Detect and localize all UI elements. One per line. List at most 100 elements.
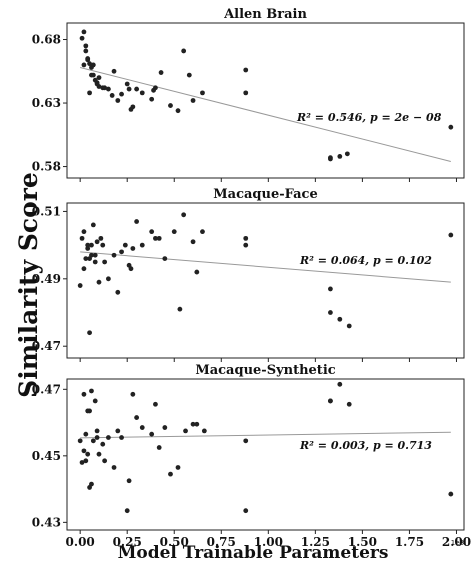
data-point <box>94 435 100 440</box>
x-axis-label: Model Trainable Parameters <box>118 543 389 563</box>
data-point <box>243 508 249 514</box>
x-axis-offset-label: 1e8 <box>451 539 464 547</box>
data-point <box>85 246 91 251</box>
data-point <box>162 425 168 430</box>
stats-annotation: R² = 0.003, p = 0.713 <box>299 439 432 452</box>
panel-2: Macaque-Face 0.47 0.49 0.51 R² = 0.064, p = … <box>32 187 465 362</box>
data-point <box>102 458 108 464</box>
data-point <box>175 108 181 114</box>
data-point <box>126 86 132 92</box>
data-point <box>200 229 205 235</box>
panels: Allen Brain 0.58 0.63 0.68 R² = 0.546, p = 2… <box>32 7 471 549</box>
data-point <box>115 289 121 295</box>
panel-3: Macaque-Synthetic 0.43 0.45 0.47 R² = 0.003,… <box>32 363 465 534</box>
data-point <box>124 81 130 87</box>
data-point <box>111 465 117 470</box>
data-point <box>337 316 343 322</box>
data-point <box>149 96 155 102</box>
y-tick-label: 0.58 <box>32 160 61 174</box>
data-point <box>109 93 115 98</box>
data-point <box>156 445 162 450</box>
data-point <box>139 90 145 96</box>
x-tick-label: 2.00 <box>442 535 471 549</box>
data-point <box>105 435 111 440</box>
data-point <box>87 408 92 414</box>
data-point <box>337 381 343 387</box>
data-point <box>134 86 140 92</box>
data-point <box>243 438 249 444</box>
data-point <box>344 151 350 157</box>
data-point <box>243 90 249 96</box>
data-point <box>149 229 155 235</box>
x-tick-label: 1.00 <box>254 535 283 549</box>
data-point <box>175 465 181 470</box>
data-point <box>181 48 187 54</box>
data-point <box>90 62 96 68</box>
data-point <box>151 87 156 93</box>
stats-annotation: R² = 0.064, p = 0.102 <box>299 254 432 267</box>
x-tick-label: 1.25 <box>301 535 330 549</box>
regression-line <box>80 66 451 162</box>
x-tick-label: 1.50 <box>348 535 377 549</box>
data-point <box>102 259 108 265</box>
data-point <box>183 428 188 434</box>
data-point <box>181 212 187 218</box>
data-point <box>81 62 87 68</box>
data-point <box>119 91 124 97</box>
data-point <box>139 242 145 248</box>
plot-frame <box>66 378 465 531</box>
data-point <box>156 235 162 241</box>
data-point <box>130 104 136 110</box>
panel-title: Allen Brain <box>223 7 307 22</box>
data-point <box>77 438 83 444</box>
regression-line <box>80 431 451 439</box>
data-point <box>190 98 196 103</box>
data-point <box>448 491 454 497</box>
y-axis-label: Similarity Score <box>14 172 43 398</box>
data-point <box>346 323 352 329</box>
data-point <box>96 451 102 457</box>
x-tick-label: 0.50 <box>160 535 189 549</box>
data-point <box>89 242 94 248</box>
x-tick-label: 0.00 <box>66 535 95 549</box>
data-point <box>85 57 91 63</box>
data-point <box>94 428 100 434</box>
data-point <box>77 283 83 288</box>
data-point <box>83 458 89 464</box>
data-point <box>89 72 94 78</box>
data-point <box>243 67 249 73</box>
y-tick-label: 0.49 <box>32 272 61 286</box>
data-point <box>130 391 136 397</box>
y-tick-label: 0.47 <box>32 339 61 353</box>
data-point <box>81 448 87 454</box>
x-tick-label: 0.25 <box>113 535 142 549</box>
data-point <box>328 398 333 404</box>
data-point <box>122 242 128 248</box>
data-point <box>102 85 108 91</box>
data-point <box>83 48 89 54</box>
data-point <box>89 481 94 487</box>
data-point <box>105 86 111 92</box>
data-point <box>153 235 158 241</box>
x-tick-label: 0.75 <box>207 535 236 549</box>
regression-line <box>80 251 451 283</box>
data-point <box>81 29 87 35</box>
data-point <box>119 435 124 440</box>
data-point <box>186 72 192 78</box>
data-point <box>83 256 89 261</box>
y-tick-label: 0.51 <box>32 204 61 218</box>
data-point <box>92 252 98 258</box>
data-point <box>96 75 102 81</box>
data-point <box>89 252 94 258</box>
panel-title: Macaque-Synthetic <box>195 363 335 378</box>
data-point <box>128 266 134 272</box>
data-point <box>448 232 454 238</box>
data-point <box>124 508 130 514</box>
data-point <box>98 235 104 241</box>
y-tick-label: 0.68 <box>32 33 61 47</box>
data-point <box>92 259 98 265</box>
data-point <box>139 425 145 430</box>
panel-1: Allen Brain 0.58 0.63 0.68 R² = 0.546, p = 2… <box>32 7 465 182</box>
data-point <box>149 431 155 437</box>
